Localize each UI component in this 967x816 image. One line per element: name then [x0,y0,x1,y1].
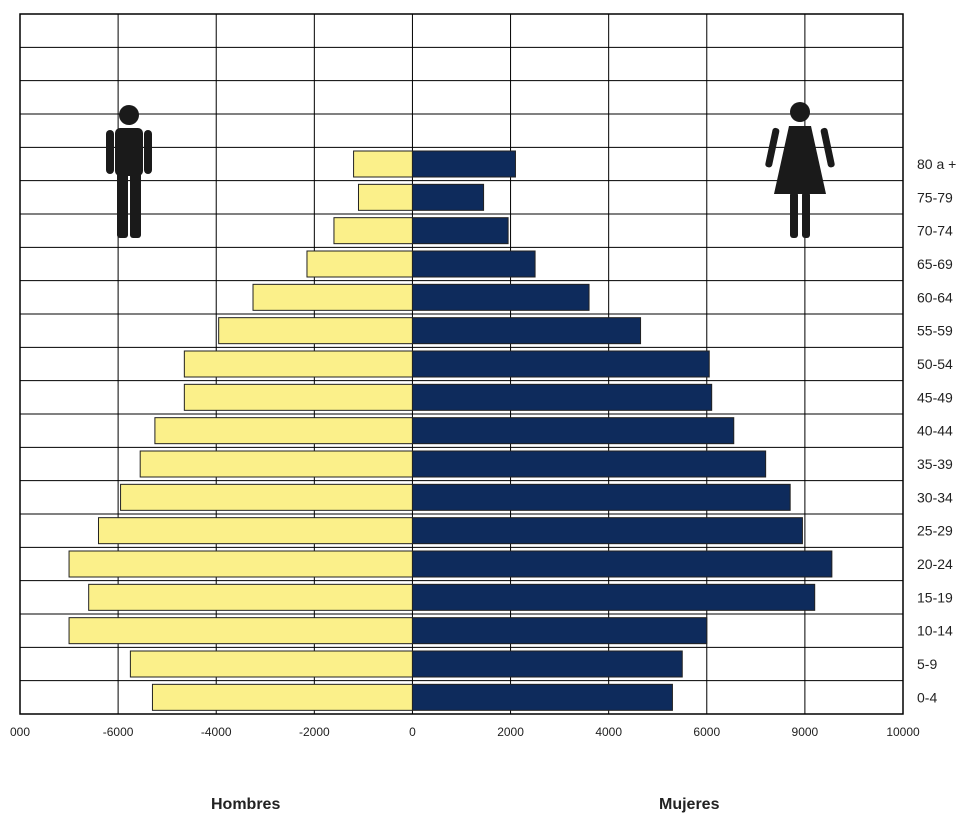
bar-men-75-79 [357,183,413,211]
bar-women-30-34 [411,483,791,511]
y-category-label: 40-44 [917,423,953,439]
bar-women-40-44 [411,417,735,445]
y-category-label: 75-79 [917,189,953,205]
bar-men-5-9 [129,650,413,678]
x-tick-label: -4000 [201,725,232,739]
y-category-label: 50-54 [917,356,953,372]
bar-men-30-34 [120,483,413,511]
bar-women-45-49 [411,383,713,411]
plot-frame [19,13,904,715]
bar-men-70-74 [333,217,413,245]
bar-women-50-54 [411,350,710,378]
male-figure-icon [106,105,152,238]
bar-women-15-19 [411,583,816,611]
bar-women-60-64 [411,283,590,311]
bar-men-25-29 [97,517,413,545]
y-category-label: 55-59 [917,323,953,339]
x-tick-label: -2000 [299,725,330,739]
y-category-label: 15-19 [917,589,953,605]
y-category-label: 70-74 [917,223,953,239]
bar-women-65-69 [411,250,536,278]
bar-women-80a+ [411,150,516,178]
bar-women-70-74 [411,217,509,245]
bar-men-40-44 [154,417,413,445]
y-category-label: 20-24 [917,556,953,572]
x-tick-label: 6000 [693,725,720,739]
x-tick-label: 9000 [792,725,819,739]
bar-women-5-9 [411,650,683,678]
bar-women-35-39 [411,450,767,478]
y-category-label: 25-29 [917,523,953,539]
bar-men-60-64 [252,283,413,311]
y-category-label: 35-39 [917,456,953,472]
bar-men-50-54 [183,350,413,378]
x-tick-label: 4000 [595,725,622,739]
x-tick-label: 000 [10,725,30,739]
x-tick-label: 10000 [886,725,920,739]
y-category-label: 80 a + [917,156,956,172]
bar-men-20-24 [68,550,413,578]
axes: 000 -6000 -4000 -2000 0 2000 4000 6000 9000 10000… [10,156,956,739]
bar-women-75-79 [411,183,485,211]
y-category-label: 45-49 [917,389,953,405]
bar-men-45-49 [183,383,413,411]
bar-men-15-19 [88,583,413,611]
y-category-label: 0-4 [917,689,937,705]
men-label: Hombres [211,796,281,813]
bar-women-20-24 [411,550,833,578]
bar-women-10-14 [411,617,708,645]
female-figure-icon [765,102,835,238]
bar-men-65-69 [306,250,413,278]
bar-men-55-59 [218,317,413,345]
bar-women-25-29 [411,517,803,545]
y-category-label: 30-34 [917,489,953,505]
y-category-label: 60-64 [917,289,953,305]
bar-men-10-14 [68,617,413,645]
bars [68,150,833,711]
bar-women-0-4 [411,683,673,711]
bar-women-55-59 [411,317,642,345]
icons [106,102,835,238]
women-label: Mujeres [659,796,720,813]
y-category-label: 65-69 [917,256,953,272]
x-tick-label: 0 [409,725,416,739]
bar-men-35-39 [139,450,413,478]
x-tick-label: -6000 [103,725,134,739]
y-category-label: 5-9 [917,656,937,672]
bar-men-0-4 [151,683,413,711]
x-tick-label: 2000 [497,725,524,739]
bar-men-80a+ [353,150,413,178]
y-category-label: 10-14 [917,623,953,639]
